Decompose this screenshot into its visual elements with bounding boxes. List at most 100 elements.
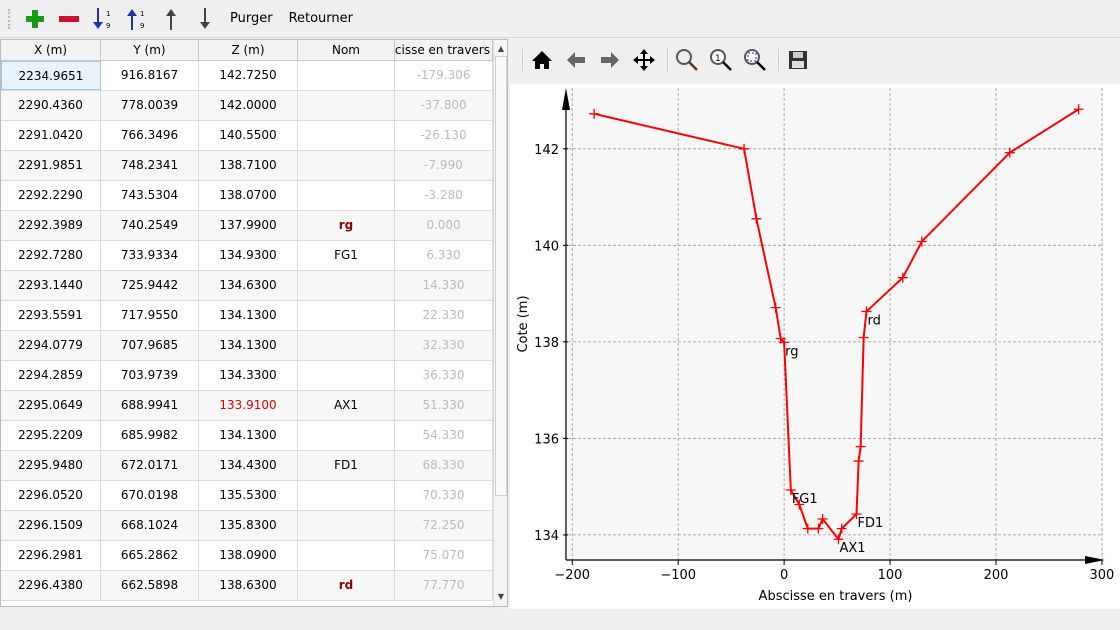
cell-z[interactable]: 134.1300 [199,331,298,360]
cell-nom[interactable] [298,181,395,210]
cell-z[interactable]: 142.7250 [199,61,298,90]
column-header-z[interactable]: Z (m) [199,40,298,60]
cell-y[interactable]: 717.9550 [101,301,199,330]
cell-nom[interactable] [298,91,395,120]
move-down-button[interactable] [190,4,220,34]
cell-nom[interactable] [298,541,395,570]
cell-abscisse[interactable]: 72.250 [395,511,493,540]
cross-section-chart[interactable]: −200 −100 0 100 200 300 134 136 138 140 142 rg FG1 AX… [510,84,1120,609]
cell-y[interactable]: 733.9334 [101,241,199,270]
table-row[interactable]: 2295.2209 685.9982 134.1300 54.330 [1,421,507,451]
table-row[interactable]: 2291.9851 748.2341 138.7100 -7.990 [1,151,507,181]
cell-abscisse[interactable]: 68.330 [395,451,493,480]
table-row[interactable]: 2295.9480 672.0171 134.4300 FD1 68.330 [1,451,507,481]
cell-y[interactable]: 778.0039 [101,91,199,120]
cell-x[interactable]: 2296.1509 [1,511,101,540]
cell-z[interactable]: 138.0700 [199,181,298,210]
cell-x[interactable]: 2291.0420 [1,121,101,150]
scrollbar-thumb[interactable] [495,56,507,496]
forward-button[interactable] [595,45,625,75]
table-row[interactable]: 2296.4380 662.5898 138.6300 rd 77.770 [1,571,507,601]
table-row[interactable]: 2292.2290 743.5304 138.0700 -3.280 [1,181,507,211]
cell-abscisse[interactable]: -3.280 [395,181,493,210]
cell-abscisse[interactable]: 6.330 [395,241,493,270]
cell-abscisse[interactable]: 75.070 [395,541,493,570]
cell-x[interactable]: 2296.4380 [1,571,101,600]
cell-nom[interactable] [298,481,395,510]
cell-x[interactable]: 2291.9851 [1,151,101,180]
cell-x[interactable]: 2292.3989 [1,211,101,240]
home-button[interactable] [527,45,557,75]
table-row[interactable]: 2293.5591 717.9550 134.1300 22.330 [1,301,507,331]
cell-nom[interactable]: AX1 [298,391,395,420]
table-row[interactable]: 2296.0520 670.0198 135.5300 70.330 [1,481,507,511]
table-row[interactable]: 2292.7280 733.9334 134.9300 FG1 6.330 [1,241,507,271]
cell-x[interactable]: 2294.0779 [1,331,101,360]
table-row[interactable]: 2294.2859 703.9739 134.3300 36.330 [1,361,507,391]
cell-y[interactable]: 766.3496 [101,121,199,150]
cell-nom[interactable] [298,121,395,150]
table-row[interactable]: 2294.0779 707.9685 134.1300 32.330 [1,331,507,361]
cell-nom[interactable] [298,301,395,330]
cell-nom[interactable]: FG1 [298,241,395,270]
cell-nom[interactable] [298,151,395,180]
cell-z[interactable]: 134.6300 [199,271,298,300]
cell-x[interactable]: 2295.2209 [1,421,101,450]
cell-y[interactable]: 685.9982 [101,421,199,450]
cell-nom[interactable]: rg [298,211,395,240]
cell-abscisse[interactable]: 36.330 [395,361,493,390]
cell-y[interactable]: 707.9685 [101,331,199,360]
toolbar-grip[interactable] [8,8,12,29]
cell-nom[interactable]: rd [298,571,395,600]
cell-abscisse[interactable]: 51.330 [395,391,493,420]
table-row[interactable]: 2295.0649 688.9941 133.9100 AX1 51.330 [1,391,507,421]
cell-y[interactable]: 725.9442 [101,271,199,300]
cell-z[interactable]: 134.1300 [199,421,298,450]
table-row[interactable]: 2291.0420 766.3496 140.5500 -26.130 [1,121,507,151]
cell-x[interactable]: 2293.1440 [1,271,101,300]
cell-y[interactable]: 748.2341 [101,151,199,180]
cell-abscisse[interactable]: -179.306 [395,61,493,90]
cell-abscisse[interactable]: 54.330 [395,421,493,450]
cell-abscisse[interactable]: -37.800 [395,91,493,120]
cell-nom[interactable] [298,61,395,90]
cell-nom[interactable] [298,271,395,300]
scroll-up-arrow-icon[interactable]: ▲ [497,44,505,53]
cell-y[interactable]: 670.0198 [101,481,199,510]
back-button[interactable] [561,45,591,75]
pan-button[interactable] [629,45,659,75]
cell-z[interactable]: 135.5300 [199,481,298,510]
cell-nom[interactable] [298,421,395,450]
cell-x[interactable]: 2290.4360 [1,91,101,120]
cell-x[interactable]: 2234.9651 [1,61,101,90]
cell-x[interactable]: 2295.0649 [1,391,101,420]
cell-x[interactable]: 2296.0520 [1,481,101,510]
cell-x[interactable]: 2296.2981 [1,541,101,570]
cell-z[interactable]: 138.6300 [199,571,298,600]
cell-x[interactable]: 2295.9480 [1,451,101,480]
cell-z[interactable]: 142.0000 [199,91,298,120]
add-point-button[interactable] [20,4,50,34]
cell-abscisse[interactable]: 70.330 [395,481,493,510]
cell-y[interactable]: 916.8167 [101,61,199,90]
cell-abscisse[interactable]: 77.770 [395,571,493,600]
cell-nom[interactable] [298,361,395,390]
cell-y[interactable]: 703.9739 [101,361,199,390]
cell-y[interactable]: 672.0171 [101,451,199,480]
reverse-button[interactable]: Retourner [288,11,353,26]
cell-y[interactable]: 662.5898 [101,571,199,600]
cell-z[interactable]: 134.1300 [199,301,298,330]
cell-z[interactable]: 140.5500 [199,121,298,150]
cell-x[interactable]: 2293.5591 [1,301,101,330]
plot-canvas[interactable]: −200 −100 0 100 200 300 134 136 138 140 142 rg FG1 AX… [510,84,1120,609]
cell-z[interactable]: 135.8300 [199,511,298,540]
table-row[interactable]: 2292.3989 740.2549 137.9900 rg 0.000 [1,211,507,241]
table-row[interactable]: 2296.2981 665.2862 138.0900 75.070 [1,541,507,571]
cell-x[interactable]: 2292.2290 [1,181,101,210]
purge-button[interactable]: Purger [230,11,273,26]
table-row[interactable]: 2234.9651 916.8167 142.7250 -179.306 [1,61,507,91]
cell-y[interactable]: 740.2549 [101,211,199,240]
zoom-1-button[interactable]: 1 [706,45,736,75]
